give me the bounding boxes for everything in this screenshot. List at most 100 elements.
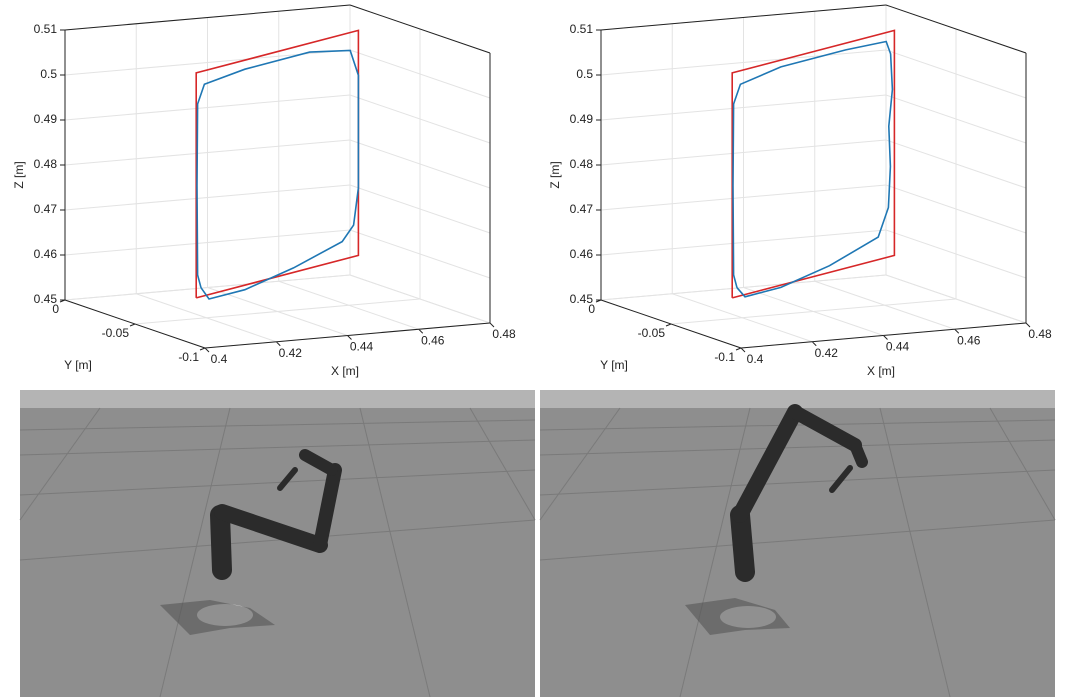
z-axis-label: Z [m] <box>548 161 562 188</box>
axis-line <box>64 4 351 31</box>
y-tick-label: -0.05 <box>638 326 666 340</box>
z-tick-label: 0.45 <box>570 292 594 306</box>
axis-line <box>740 322 1027 349</box>
z-tick-label: 0.45 <box>34 292 58 306</box>
grid-line <box>600 94 887 121</box>
grid-line <box>600 139 887 166</box>
grid-line <box>885 139 1027 189</box>
grid-line <box>64 274 351 301</box>
shadow <box>685 598 790 635</box>
axis-line <box>885 4 1027 54</box>
grid-line <box>64 229 351 256</box>
z-tick-label: 0.46 <box>570 247 594 261</box>
y-tick-label: -0.1 <box>178 350 199 364</box>
axis-line <box>600 4 887 31</box>
axis-line <box>349 4 491 54</box>
x-tick-label: 0.44 <box>350 340 374 354</box>
tick-mark <box>1025 322 1031 328</box>
grid-line <box>600 49 887 76</box>
trajectory <box>195 29 360 299</box>
x-axis-label: X [m] <box>331 364 359 378</box>
floor <box>540 390 1055 697</box>
z-tick-label: 0.49 <box>34 112 58 126</box>
trajectory <box>732 40 894 298</box>
tick-mark <box>489 322 495 328</box>
x-tick-label: 0.48 <box>492 327 516 341</box>
chart-3d: 0.4 0.42 0.44 0.46 0.48 -0.1 -0.05 00.45 0.46 0.4… <box>12 4 516 378</box>
z-tick-label: 0.5 <box>40 67 57 81</box>
grid-line <box>349 229 491 279</box>
chart-3d: 0.4 0.42 0.44 0.46 0.48 -0.1 -0.05 00.45 0.46 0.4… <box>548 4 1052 378</box>
y-tick-label: 0 <box>52 302 59 316</box>
robot-arm <box>730 404 868 582</box>
tick-mark <box>665 323 672 327</box>
grid-line <box>670 298 957 325</box>
x-tick-label: 0.4 <box>747 352 764 366</box>
sky <box>540 390 1055 408</box>
z-tick-label: 0.5 <box>576 67 593 81</box>
x-tick-label: 0.44 <box>886 340 910 354</box>
grid-line <box>600 229 887 256</box>
grid-line <box>64 184 351 211</box>
grid-line <box>64 94 351 121</box>
z-tick-label: 0.51 <box>34 22 58 36</box>
grid-line <box>349 49 491 99</box>
z-tick-label: 0.47 <box>570 202 594 216</box>
grid-line <box>885 49 1027 99</box>
y-tick-label: -0.05 <box>102 326 130 340</box>
x-tick-label: 0.4 <box>211 352 228 366</box>
grid-line <box>349 139 491 189</box>
tick-mark <box>275 341 281 347</box>
grid-line <box>885 94 1027 144</box>
tick-mark <box>883 335 888 340</box>
axis-line <box>64 299 206 349</box>
y-tick-label: -0.1 <box>714 350 735 364</box>
shadow <box>160 600 275 635</box>
tick-mark <box>204 347 210 353</box>
tick-mark <box>735 347 742 351</box>
y-axis-label: Y [m] <box>600 358 628 372</box>
floor-grid <box>19 407 536 697</box>
z-tick-label: 0.48 <box>34 157 58 171</box>
grid-line <box>885 274 1027 324</box>
tick-mark <box>418 328 424 334</box>
floor <box>20 390 535 697</box>
z-tick-label: 0.51 <box>570 22 594 36</box>
grid-line <box>885 229 1027 279</box>
render-right <box>539 390 1056 697</box>
x-tick-label: 0.48 <box>1028 327 1052 341</box>
grid-line <box>64 139 351 166</box>
tick-mark <box>199 347 206 351</box>
x-tick-label: 0.46 <box>957 333 981 347</box>
grid-line <box>349 94 491 144</box>
grid-line <box>600 274 887 301</box>
grid-line <box>885 184 1027 234</box>
grid-line <box>600 184 887 211</box>
floor-grid <box>539 407 1056 697</box>
x-tick-label: 0.42 <box>815 346 839 360</box>
z-tick-label: 0.46 <box>34 247 58 261</box>
tick-mark <box>954 328 960 334</box>
sky <box>20 390 535 408</box>
z-tick-label: 0.49 <box>570 112 594 126</box>
axis-line <box>204 322 491 349</box>
x-tick-label: 0.46 <box>421 333 445 347</box>
trajectory <box>196 49 360 300</box>
x-axis-label: X [m] <box>867 364 895 378</box>
render-left <box>19 390 536 697</box>
robot-arm <box>210 449 342 580</box>
tick-mark <box>129 323 136 327</box>
z-axis-label: Z [m] <box>12 161 26 188</box>
tick-mark <box>740 347 746 353</box>
tick-mark <box>347 335 352 340</box>
grid-line <box>349 274 491 324</box>
axis-line <box>600 299 742 349</box>
y-axis-label: Y [m] <box>64 358 92 372</box>
grid-line <box>134 298 421 325</box>
z-tick-label: 0.48 <box>570 157 594 171</box>
y-tick-label: 0 <box>588 302 595 316</box>
tick-mark <box>811 341 817 347</box>
x-tick-label: 0.42 <box>279 346 303 360</box>
